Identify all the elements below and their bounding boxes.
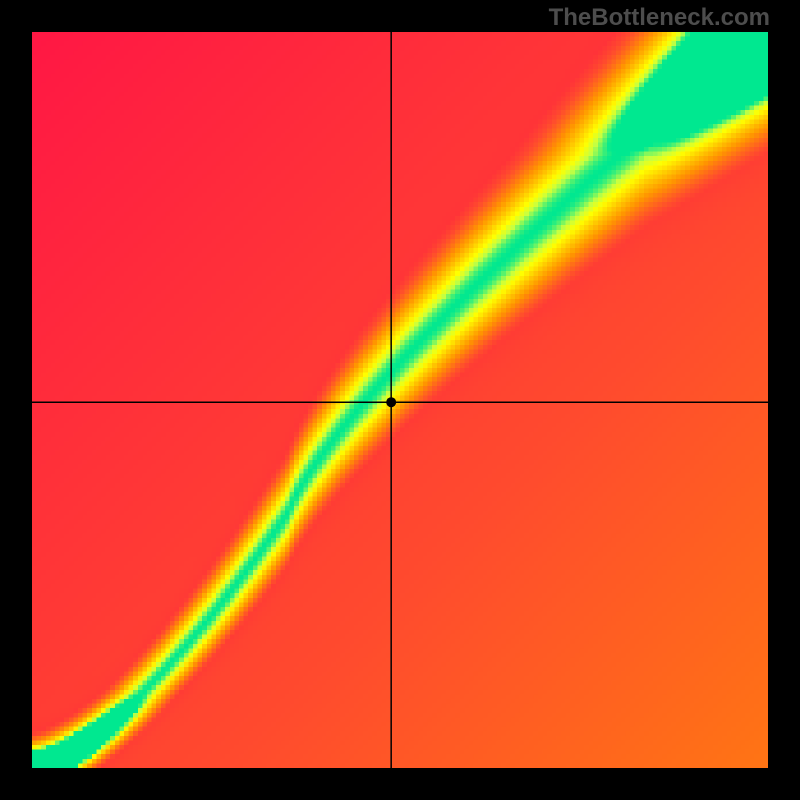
watermark-text: TheBottleneck.com [549,4,770,32]
chart-container: TheBottleneck.com [0,0,800,800]
bottleneck-heatmap [32,32,768,768]
